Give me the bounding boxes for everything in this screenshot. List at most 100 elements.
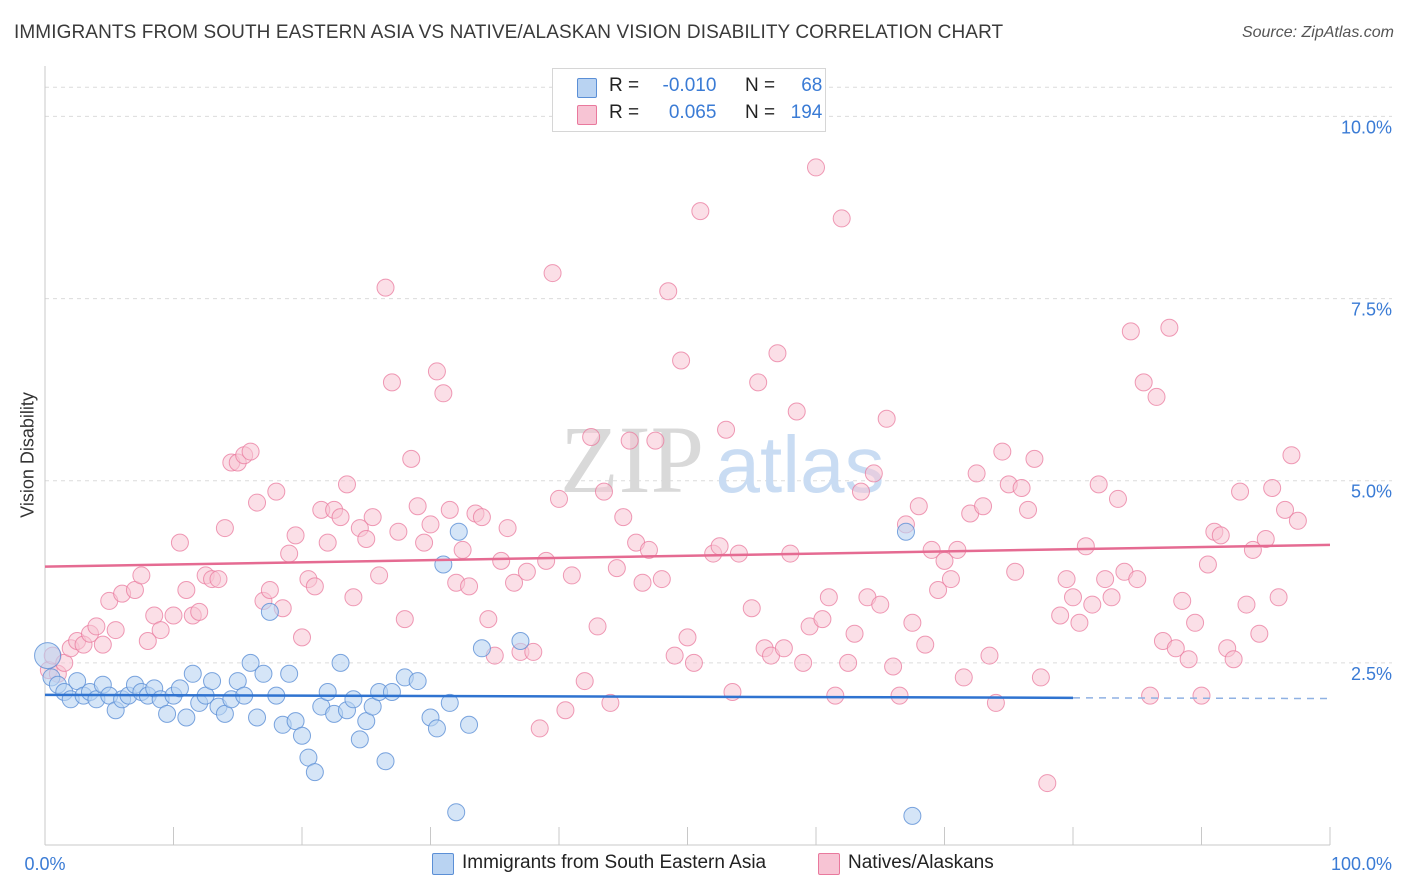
blue-point — [408, 672, 427, 691]
pink-point — [472, 508, 491, 527]
blue-point — [158, 704, 177, 723]
pink-point — [1141, 686, 1160, 705]
pink-point — [1166, 639, 1185, 658]
tick-labels: 2.5% 5.0% 7.5% 10.0% 0.0% 100.0% — [24, 117, 1392, 874]
blue-point — [177, 708, 196, 727]
pink-point — [280, 544, 299, 563]
pink-point — [1096, 570, 1115, 589]
blue-point — [447, 803, 466, 822]
pink-point — [408, 497, 427, 516]
pink-point — [877, 409, 896, 428]
pink-point — [1070, 613, 1089, 632]
blue-point — [427, 719, 446, 738]
blue-point — [449, 522, 468, 541]
pink-point — [1083, 595, 1102, 614]
pink-point — [402, 449, 421, 468]
source-note: Source: ZipAtlas.com — [1241, 24, 1394, 41]
pink-point — [524, 642, 543, 661]
blue-point — [34, 642, 62, 670]
pink-point — [980, 646, 999, 665]
pink-point — [389, 522, 408, 541]
blue-series-points — [34, 522, 922, 825]
y-tick-label: 2.5% — [1351, 664, 1392, 684]
series-swatch-blue — [432, 853, 454, 875]
pink-point — [479, 610, 498, 629]
pink-point — [588, 617, 607, 636]
pink-point — [376, 278, 395, 297]
legend-swatch-blue — [577, 78, 597, 98]
pink-point — [286, 526, 305, 545]
legend-n-label-2: N = — [744, 102, 776, 123]
pink-point — [382, 373, 401, 392]
blue-point — [241, 653, 260, 672]
pink-point — [768, 344, 787, 363]
pink-point — [440, 500, 459, 519]
blue-point — [903, 806, 922, 825]
blue-trend-line — [44, 693, 1074, 700]
pink-point — [530, 719, 549, 738]
pink-point — [357, 530, 376, 548]
pink-point — [556, 701, 575, 720]
pink-point — [954, 668, 973, 687]
blue-point — [511, 632, 530, 650]
pink-point — [498, 519, 517, 538]
pink-point — [93, 635, 112, 654]
legend-n-label: N = — [744, 75, 776, 96]
pink-point — [633, 573, 652, 592]
pink-point — [151, 621, 170, 640]
pink-point — [415, 533, 434, 552]
pink-point — [331, 508, 350, 527]
pink-point — [787, 402, 806, 421]
pink-series-points — [39, 158, 1307, 793]
pink-point — [170, 533, 189, 552]
pink-point — [543, 264, 562, 283]
pink-point — [575, 672, 594, 691]
pink-point — [1288, 511, 1307, 530]
pink-point — [434, 384, 453, 403]
pink-point — [1089, 475, 1108, 494]
pink-point — [550, 489, 568, 508]
pink-point — [582, 428, 601, 446]
blue-point — [376, 752, 395, 771]
blue-point — [344, 690, 363, 709]
pink-point — [717, 420, 736, 439]
y-tick-label: 7.5% — [1351, 300, 1392, 320]
pink-point — [1051, 606, 1070, 625]
pink-point — [305, 577, 324, 596]
series-label-blue: Immigrants from South Eastern Asia — [462, 852, 767, 873]
pink-point — [1025, 449, 1044, 468]
pink-point — [826, 686, 845, 705]
blue-point — [170, 679, 189, 698]
pink-point — [607, 559, 626, 578]
pink-point — [646, 431, 665, 450]
pink-point — [241, 442, 260, 461]
pink-point — [691, 202, 710, 221]
pink-point — [819, 588, 838, 607]
pink-point — [864, 464, 883, 483]
pink-point — [903, 613, 922, 632]
pink-point — [652, 570, 671, 589]
legend-r-label-2: R = — [609, 102, 640, 123]
blue-point — [350, 730, 369, 749]
watermark-zip: ZIP — [560, 406, 704, 513]
pink-point — [684, 653, 703, 672]
pink-point — [1269, 588, 1288, 607]
series-swatch-pink — [818, 853, 840, 875]
pink-point — [1108, 489, 1127, 508]
pink-point — [1256, 530, 1275, 548]
pink-point — [1276, 500, 1295, 519]
pink-point — [909, 497, 928, 516]
pink-point — [1173, 591, 1192, 610]
blue-trend-extension — [1072, 697, 1331, 700]
pink-point — [922, 540, 941, 559]
pink-point — [742, 599, 761, 618]
pink-point — [460, 577, 479, 596]
watermark: ZIP atlas — [560, 406, 884, 513]
pink-point — [1160, 318, 1179, 337]
pink-point — [941, 570, 960, 589]
blue-point — [434, 555, 453, 574]
pink-point — [1031, 668, 1050, 687]
pink-point — [1121, 322, 1140, 341]
pink-point — [1211, 526, 1230, 545]
